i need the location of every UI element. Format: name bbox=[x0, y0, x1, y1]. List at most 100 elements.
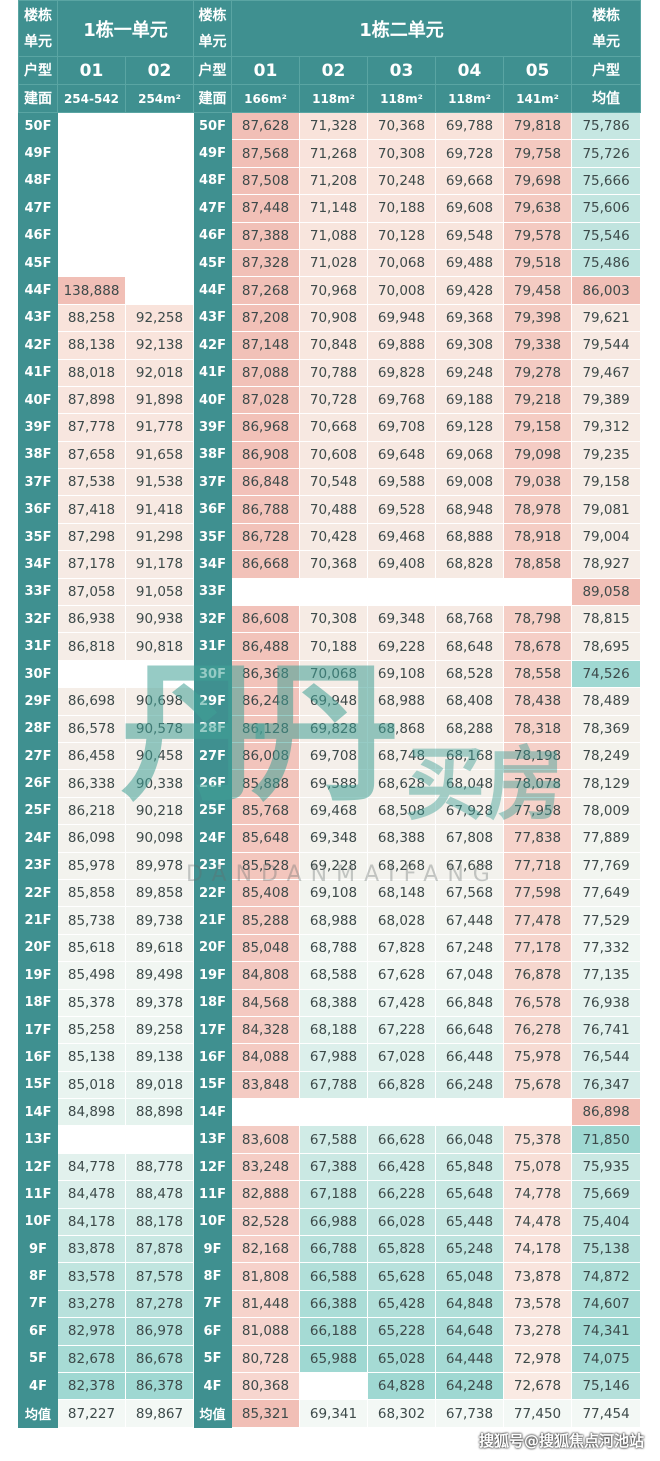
unit1-price-cell: 84,898 bbox=[57, 1098, 126, 1127]
floor-average-cell: 76,347 bbox=[571, 1070, 642, 1100]
floor-label: 24F bbox=[18, 824, 58, 853]
unit2-type-3: 04 bbox=[435, 56, 504, 85]
floor-label: 4F bbox=[18, 1371, 58, 1401]
floor-average-cell: 79,544 bbox=[571, 331, 642, 360]
unit2-price-cell: 85,321 bbox=[231, 1399, 300, 1428]
unit2-price-cell: 67,248 bbox=[435, 933, 504, 963]
unit1-price-cell: 89,858 bbox=[125, 878, 194, 908]
floor-label: 44F bbox=[18, 276, 58, 305]
table-row: 10F 84,178 88,178 10F 82,528 66,988 66,028 65,4… bbox=[18, 1207, 642, 1237]
building-unit-label: 楼栋 单元 bbox=[571, 0, 642, 57]
unit2-price-cell: 79,458 bbox=[502, 276, 573, 305]
unit2-price-cell: 67,588 bbox=[299, 1125, 368, 1154]
unit2-price-cell: 78,438 bbox=[502, 687, 573, 716]
price-table-container: 楼栋 单元 1栋一单元 楼栋 单元 1栋二单元 楼栋 单元 户型 01 02 户型 01 02 0… bbox=[18, 0, 642, 1428]
floor-label: 30F bbox=[18, 659, 58, 689]
unit1-price-cell: 87,278 bbox=[125, 1289, 194, 1319]
table-row: 41F 88,018 92,018 41F 87,088 70,788 69,828 69,2… bbox=[18, 358, 642, 387]
unit2-price-cell: 86,248 bbox=[231, 687, 300, 716]
unit2-price-cell: 67,428 bbox=[367, 988, 436, 1017]
unit2-price-cell: 73,878 bbox=[502, 1262, 573, 1291]
unit2-price-cell: 69,368 bbox=[435, 303, 504, 333]
unit2-price-cell: 71,208 bbox=[299, 166, 368, 196]
unit1-price-cell: 89,738 bbox=[125, 906, 194, 935]
unit2-price-cell: 79,278 bbox=[502, 358, 573, 387]
floor-label: 10F bbox=[193, 1207, 232, 1237]
unit2-price-cell: 79,098 bbox=[502, 440, 573, 470]
floor-label: 45F bbox=[193, 248, 232, 278]
table-row: 29F 86,698 90,698 29F 86,248 69,948 68,988 68,4… bbox=[18, 687, 642, 716]
unit2-price-cell: 79,638 bbox=[502, 194, 573, 223]
unit2-price-cell: 67,628 bbox=[367, 961, 436, 990]
floor-average-cell: 74,341 bbox=[571, 1317, 642, 1346]
floor-label: 22F bbox=[193, 878, 232, 908]
table-row: 35F 87,298 91,298 35F 86,728 70,428 69,468 68,8… bbox=[18, 522, 642, 552]
unit1-price-cell: 86,978 bbox=[125, 1317, 194, 1346]
unit2-price-cell: 80,728 bbox=[231, 1344, 300, 1373]
unit2-price-cell: 70,608 bbox=[299, 440, 368, 470]
floor-label: 35F bbox=[193, 522, 232, 552]
table-row: 40F 87,898 91,898 40F 87,028 70,728 69,768 69,1… bbox=[18, 385, 642, 415]
floor-average-cell: 71,850 bbox=[571, 1125, 642, 1154]
floor-average-cell: 78,009 bbox=[571, 796, 642, 826]
unit2-price-cell: 70,248 bbox=[367, 166, 436, 196]
unit1-price-cell bbox=[125, 111, 194, 141]
unit2-price-cell: 86,968 bbox=[231, 413, 300, 442]
table-row: 37F 87,538 91,538 37F 86,848 70,548 69,588 69,0… bbox=[18, 468, 642, 497]
unit2-type-4: 05 bbox=[502, 56, 573, 85]
unit2-price-cell: 68,988 bbox=[299, 906, 368, 935]
floor-label: 10F bbox=[18, 1207, 58, 1237]
unit1-price-cell bbox=[125, 659, 194, 689]
floor-label: 17F bbox=[193, 1015, 232, 1045]
unit2-price-cell: 78,078 bbox=[502, 769, 573, 798]
floor-average-cell: 77,135 bbox=[571, 961, 642, 990]
table-row: 50F 50F 87,628 71,328 70,368 69,788 79,818 75,7… bbox=[18, 111, 642, 141]
unit1-price-cell bbox=[57, 248, 126, 278]
unit2-price-cell: 66,248 bbox=[435, 1070, 504, 1100]
unit1-price-cell: 89,018 bbox=[125, 1070, 194, 1100]
unit1-price-cell: 91,058 bbox=[125, 577, 194, 607]
unit2-price-cell bbox=[435, 577, 504, 607]
unit-label: 单元 bbox=[24, 33, 52, 50]
floor-label: 12F bbox=[18, 1152, 58, 1182]
unit2-price-cell: 77,958 bbox=[502, 796, 573, 826]
floor-label: 44F bbox=[193, 276, 232, 305]
unit2-price-cell: 69,341 bbox=[299, 1399, 368, 1428]
table-row: 18F 85,378 89,378 18F 84,568 68,388 67,428 66,8… bbox=[18, 988, 642, 1017]
unit2-type-1: 02 bbox=[299, 56, 368, 85]
unit1-price-cell: 89,378 bbox=[125, 988, 194, 1017]
unit1-price-cell: 92,258 bbox=[125, 303, 194, 333]
table-row: 22F 85,858 89,858 22F 85,408 69,108 68,148 67,5… bbox=[18, 878, 642, 908]
unit2-price-cell: 69,948 bbox=[367, 303, 436, 333]
unit2-price-cell: 69,708 bbox=[367, 413, 436, 442]
floor-average-cell: 77,649 bbox=[571, 878, 642, 908]
floor-label: 15F bbox=[193, 1070, 232, 1100]
floor-label: 49F bbox=[18, 139, 58, 168]
floor-label: 13F bbox=[193, 1125, 232, 1154]
floor-average-cell: 74,607 bbox=[571, 1289, 642, 1319]
floor-label: 26F bbox=[193, 769, 232, 798]
unit1-price-cell: 86,098 bbox=[57, 824, 126, 853]
floor-label: 19F bbox=[18, 961, 58, 990]
table-row: 45F 45F 87,328 71,028 70,068 69,488 79,518 75,4… bbox=[18, 248, 642, 278]
unit2-price-cell: 87,568 bbox=[231, 139, 300, 168]
unit2-price-cell: 69,948 bbox=[299, 687, 368, 716]
table-row: 38F 87,658 91,658 38F 86,908 70,608 69,648 69,0… bbox=[18, 440, 642, 470]
unit1-price-cell: 91,898 bbox=[125, 385, 194, 415]
unit1-price-cell bbox=[125, 248, 194, 278]
floor-label: 40F bbox=[193, 385, 232, 415]
floor-label: 31F bbox=[18, 632, 58, 661]
unit1-price-cell bbox=[125, 139, 194, 168]
unit1-price-cell: 86,458 bbox=[57, 741, 126, 771]
unit1-price-cell: 83,278 bbox=[57, 1289, 126, 1319]
unit1-price-cell bbox=[57, 166, 126, 196]
unit2-price-cell: 79,758 bbox=[502, 139, 573, 168]
unit2-price-cell: 70,848 bbox=[299, 331, 368, 360]
unit2-price-cell: 66,648 bbox=[435, 1015, 504, 1045]
unit2-price-cell: 87,148 bbox=[231, 331, 300, 360]
floor-label: 47F bbox=[193, 194, 232, 223]
type-label: 户型 bbox=[571, 56, 642, 85]
floor-average-cell: 86,003 bbox=[571, 276, 642, 305]
unit2-price-cell: 86,608 bbox=[231, 605, 300, 634]
floor-label: 11F bbox=[193, 1180, 232, 1209]
